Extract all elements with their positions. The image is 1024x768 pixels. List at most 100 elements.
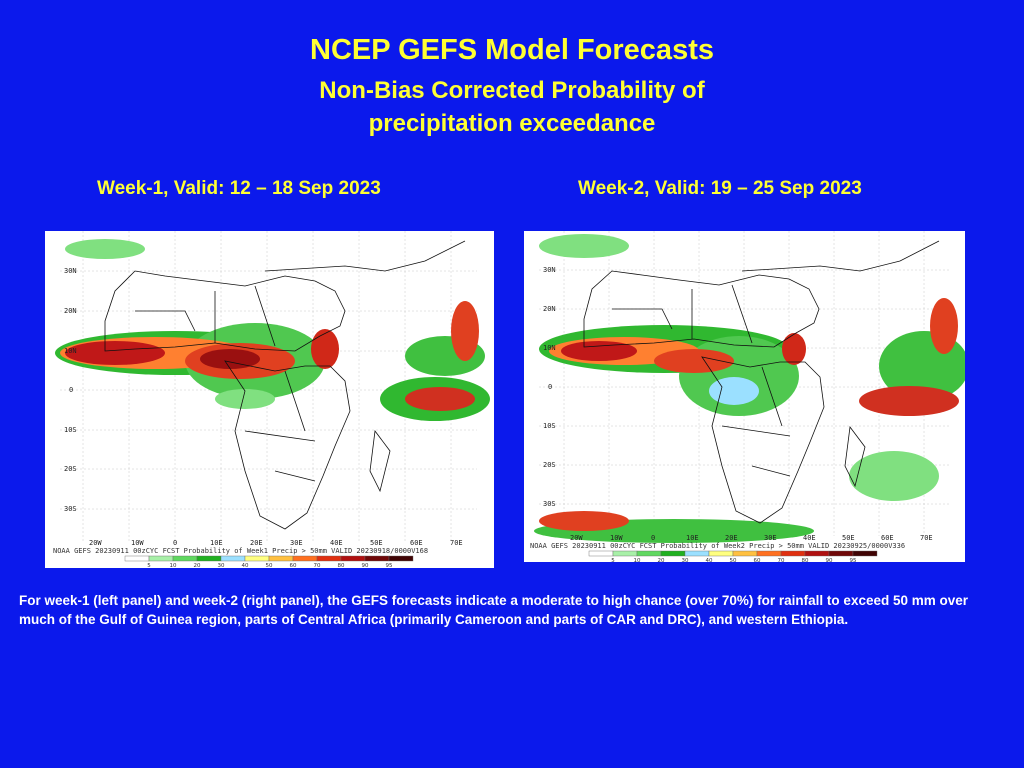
lon-label: 20W (89, 539, 102, 547)
colorbar-swatch (756, 550, 782, 557)
lon-label: 0 (651, 534, 655, 542)
colorbar-swatch (852, 550, 878, 557)
lon-label: 60E (410, 539, 423, 547)
colorbar-swatch (660, 550, 686, 557)
week2-map-panel: 30N 20N 10N 0 10S 20S 30S 20W 10W 0 10E … (524, 231, 965, 562)
lon-label: 40E (330, 539, 343, 547)
colorbar-swatch (364, 555, 390, 562)
colorbar-tick-label: 80 (338, 563, 345, 568)
page-subtitle-line2: precipitation exceedance (368, 110, 656, 137)
lat-label: 20N (543, 305, 556, 313)
map-footer-text: NOAA GEFS 20230911 00zCYC FCST Probabili… (530, 542, 905, 550)
latitude-labels: 30N 20N 10N 0 10S 20S 30S (64, 267, 77, 513)
lat-label: 10S (64, 426, 77, 434)
colorbar-tick-label: 90 (362, 563, 369, 568)
lat-label: 30N (64, 267, 77, 275)
lon-label: 70E (920, 534, 933, 542)
colorbar-swatch (340, 555, 366, 562)
lon-label: 20E (250, 539, 263, 547)
colorbar-tick-label: 20 (194, 563, 201, 568)
colorbar-tick-label: 95 (850, 558, 857, 562)
colorbar-tick-label: 60 (754, 558, 761, 562)
lat-label: 10N (543, 344, 556, 352)
lon-label: 20W (570, 534, 583, 542)
lat-label: 0 (69, 386, 73, 394)
week2-map: 30N 20N 10N 0 10S 20S 30S 20W 10W 0 10E … (530, 231, 965, 562)
precip-probability-fill (55, 239, 490, 421)
colorbar-swatch (124, 555, 150, 562)
page-subtitle-line1: Non-Bias Corrected Probability of (319, 77, 705, 104)
lon-label: 50E (370, 539, 383, 547)
lat-label: 20S (64, 465, 77, 473)
lon-label: 50E (842, 534, 855, 542)
colorbar-swatch (828, 550, 854, 557)
colorbar-tick-label: 40 (242, 563, 249, 568)
colorbar: 5 10 20 30 40 50 60 70 80 90 95 (124, 555, 414, 568)
lon-label: 10E (686, 534, 699, 542)
latitude-labels: 30N 20N 10N 0 10S 20S 30S (543, 266, 556, 508)
lat-label: 10S (543, 422, 556, 430)
lon-label: 60E (881, 534, 894, 542)
colorbar-swatch (292, 555, 318, 562)
colorbar-tick-label: 70 (314, 563, 321, 568)
lon-label: 30E (290, 539, 303, 547)
lon-label: 40E (803, 534, 816, 542)
colorbar-tick-label: 5 (611, 558, 615, 562)
description-caption: For week-1 (left panel) and week-2 (righ… (19, 593, 969, 627)
colorbar-swatch (172, 555, 198, 562)
colorbar-swatch (316, 555, 342, 562)
colorbar-tick-label: 20 (658, 558, 665, 562)
colorbar-swatch (196, 555, 222, 562)
colorbar-swatch (220, 555, 246, 562)
map-footer-text: NOAA GEFS 20230911 00zCYC FCST Probabili… (53, 547, 428, 555)
colorbar-tick-label: 90 (826, 558, 833, 562)
lat-label: 20S (543, 461, 556, 469)
lon-label: 30E (764, 534, 777, 542)
colorbar-swatch (588, 550, 614, 557)
colorbar-tick-label: 80 (802, 558, 809, 562)
colorbar-swatch (612, 550, 638, 557)
lon-label: 20E (725, 534, 738, 542)
colorbar-tick-label: 30 (682, 558, 689, 562)
colorbar-swatch (244, 555, 270, 562)
colorbar-swatch (732, 550, 758, 557)
lon-label: 70E (450, 539, 463, 547)
lon-label: 10W (131, 539, 144, 547)
colorbar-swatch (780, 550, 806, 557)
lat-label: 30S (64, 505, 77, 513)
colorbar-tick-label: 50 (266, 563, 273, 568)
lat-label: 10N (64, 347, 77, 355)
colorbar-tick-label: 60 (290, 563, 297, 568)
colorbar-tick-label: 5 (147, 563, 151, 568)
longitude-labels: 20W 10W 0 10E 20E 30E 40E 50E 60E 70E (570, 534, 933, 542)
colorbar-swatch (804, 550, 830, 557)
country-borders (583, 240, 940, 524)
colorbar-tick-label: 10 (634, 558, 641, 562)
lon-label: 10W (610, 534, 623, 542)
precip-probability-fill (534, 234, 965, 543)
lat-label: 30N (543, 266, 556, 274)
colorbar-swatch (148, 555, 174, 562)
lat-label: 0 (548, 383, 552, 391)
colorbar-tick-label: 70 (778, 558, 785, 562)
lon-label: 0 (173, 539, 177, 547)
colorbar-swatch (684, 550, 710, 557)
page-title: NCEP GEFS Model Forecasts (310, 34, 714, 66)
lat-label: 20N (64, 307, 77, 315)
colorbar-tick-label: 30 (218, 563, 225, 568)
colorbar: 5 10 20 30 40 50 60 70 80 90 95 (588, 550, 878, 562)
week1-map-panel: 30N 20N 10N 0 10S 20S 30S 20W 10W 0 10E … (45, 231, 494, 568)
colorbar-tick-label: 95 (386, 563, 393, 568)
colorbar-tick-label: 40 (706, 558, 713, 562)
lat-label: 30S (543, 500, 556, 508)
colorbar-swatch (708, 550, 734, 557)
colorbar-tick-label: 10 (170, 563, 177, 568)
country-borders (104, 240, 466, 530)
colorbar-tick-label: 50 (730, 558, 737, 562)
week1-heading: Week-1, Valid: 12 – 18 Sep 2023 (97, 178, 381, 199)
week2-heading: Week-2, Valid: 19 – 25 Sep 2023 (578, 178, 862, 199)
lon-label: 10E (210, 539, 223, 547)
colorbar-swatch (388, 555, 414, 562)
colorbar-swatch (636, 550, 662, 557)
longitude-labels: 20W 10W 0 10E 20E 30E 40E 50E 60E 70E (89, 539, 463, 547)
